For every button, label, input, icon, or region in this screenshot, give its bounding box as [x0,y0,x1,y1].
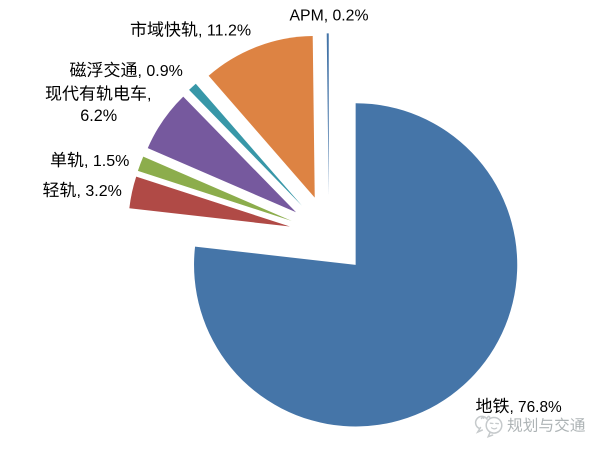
svg-text:,: , [147,87,151,104]
svg-text:, 1.5%: , 1.5% [84,153,129,170]
svg-text:APM, 0.2%: APM, 0.2% [290,7,369,24]
svg-text:, 3.2%: , 3.2% [77,183,122,200]
svg-text:, 0.9%: , 0.9% [138,63,183,80]
svg-text:, 11.2%: , 11.2% [198,23,251,40]
svg-text:6.2%: 6.2% [80,107,117,125]
svg-text:, 76.8%: , 76.8% [510,399,563,416]
